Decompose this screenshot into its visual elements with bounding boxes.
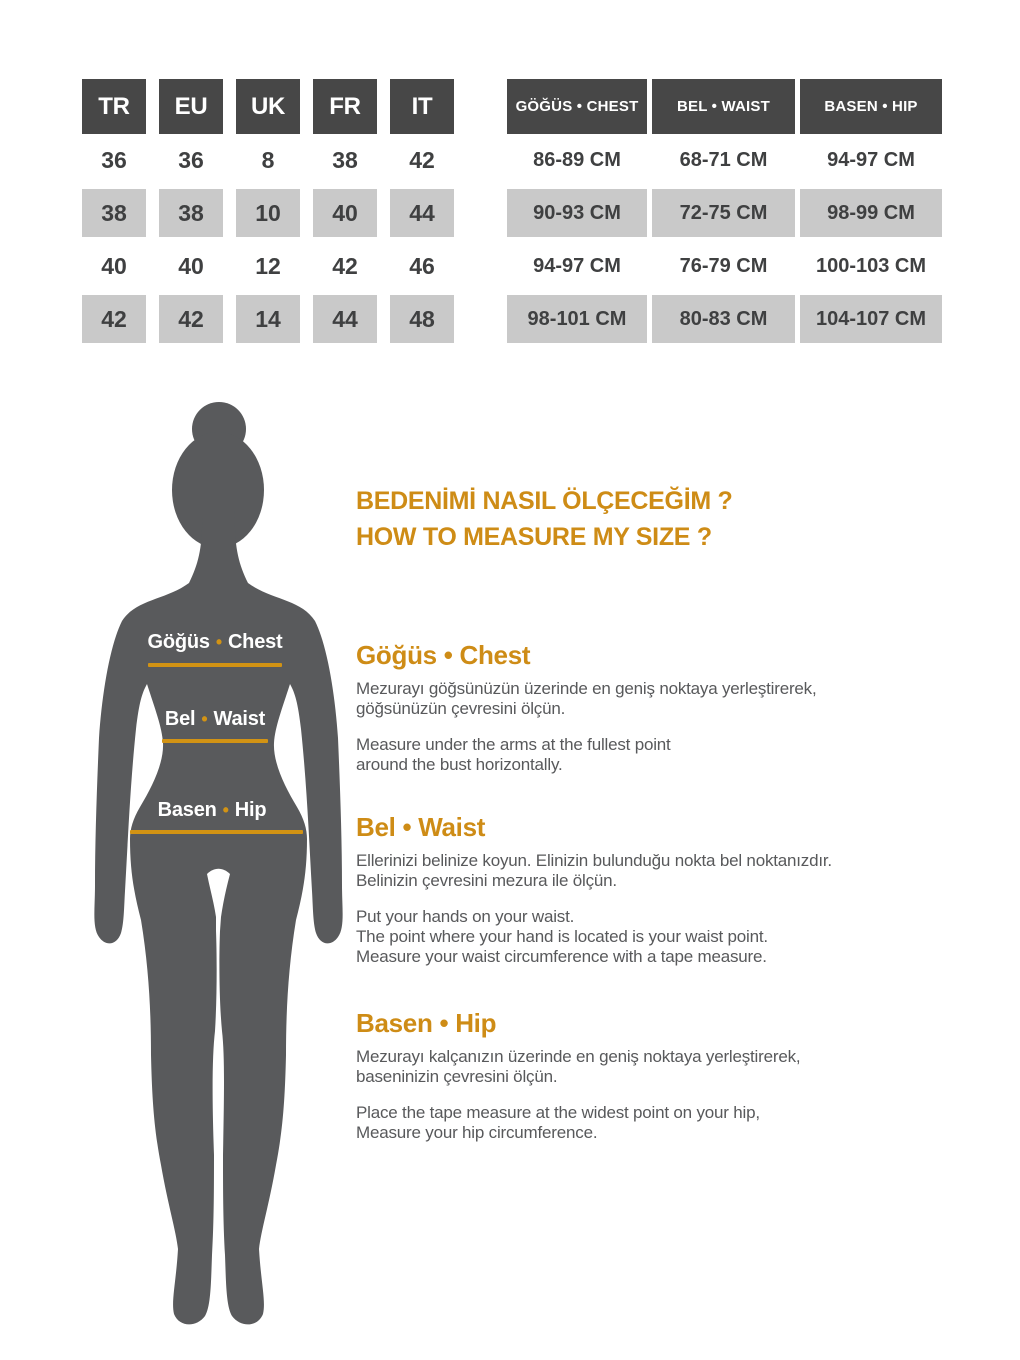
size-cell: 8	[261, 147, 275, 173]
size-cell: 14	[236, 293, 300, 346]
bullet-icon: •	[215, 632, 222, 652]
hip-figure-label: Basen • Hip	[132, 799, 292, 822]
text-line: göğsünüzün çevresini ölçün.	[356, 699, 566, 718]
column-header: IT	[390, 79, 454, 134]
chest-instructions-en: Measure under the arms at the fullest po…	[356, 735, 986, 775]
guide-title-en: HOW TO MEASURE MY SIZE ?	[356, 523, 712, 551]
hip-section: Basen • Hip Mezurayı kalçanızın üzerinde…	[356, 1008, 986, 1159]
female-silhouette-graphic	[94, 402, 343, 1325]
chest-measure-line	[148, 663, 282, 667]
chest-figure-label: Göğüs • Chest	[135, 631, 295, 654]
size-cell: 38	[159, 187, 223, 240]
measure-cell: 98-101 CM	[507, 293, 647, 346]
bullet-icon: •	[222, 800, 229, 820]
size-cell: 42	[159, 293, 223, 346]
waist-label-en: Waist	[213, 708, 266, 730]
hip-section-heading: Basen • Hip	[356, 1008, 497, 1038]
hip-label-en: Hip	[234, 799, 267, 821]
size-cell: 12	[255, 253, 281, 279]
text-line: Mezurayı göğsünüzün üzerinde en geniş no…	[356, 679, 817, 698]
measure-cell: 100-103 CM	[815, 255, 927, 277]
size-cell: 44	[313, 293, 377, 346]
column-header: EU	[159, 79, 223, 134]
size-cell: 46	[409, 253, 435, 279]
column-header: TR	[82, 79, 146, 134]
text-line: Measure your hip circumference.	[356, 1123, 598, 1142]
female-silhouette	[68, 393, 372, 1338]
measure-cell: 94-97 CM	[533, 255, 621, 277]
measure-cell: 98-99 CM	[800, 187, 942, 240]
measure-cell: 76-79 CM	[679, 255, 768, 277]
waist-instructions-en: Put your hands on your waist. The point …	[356, 907, 986, 967]
size-cell: 42	[82, 293, 146, 346]
text-line: Put your hands on your waist.	[356, 907, 575, 926]
measure-cell: 72-75 CM	[652, 187, 795, 240]
measurement-range-table: GÖĞÜS • CHEST BEL • WAIST BASEN • HIP 86-89…	[507, 79, 942, 346]
text-line: Ellerinizi belinize koyun. Elinizin bulu…	[356, 851, 832, 870]
column-header: FR	[313, 79, 377, 134]
text-line: baseninizin çevresini ölçün.	[356, 1067, 558, 1086]
size-cell: 38	[82, 187, 146, 240]
measure-cell: 94-97 CM	[827, 149, 915, 171]
size-cell: 36	[101, 147, 127, 173]
measure-cell: 68-71 CM	[679, 149, 768, 171]
guide-title-tr: BEDENİMİ NASIL ÖLÇECEĞİM ?	[356, 487, 733, 515]
measure-cell: 86-89 CM	[533, 149, 621, 171]
size-cell: 10	[236, 187, 300, 240]
size-cell: 40	[101, 253, 127, 279]
column-header: BEL • WAIST	[652, 79, 795, 134]
hip-label-tr: Basen	[157, 799, 217, 821]
chest-label-tr: Göğüs	[147, 631, 210, 653]
chest-instructions-tr: Mezurayı göğsünüzün üzerinde en geniş no…	[356, 679, 986, 719]
size-conversion-table: TR EU UK FR IT 36 36 8 38 42 38 38 10 40 44 40 40 12 42 46 4…	[82, 79, 454, 346]
chest-section-heading: Göğüs • Chest	[356, 640, 531, 670]
text-line: Measure under the arms at the fullest po…	[356, 735, 671, 754]
waist-measure-line	[162, 739, 268, 743]
head-shape	[172, 432, 264, 548]
column-header: UK	[236, 79, 300, 134]
column-header: BASEN • HIP	[800, 79, 942, 134]
waist-instructions-tr: Ellerinizi belinize koyun. Elinizin bulu…	[356, 851, 986, 891]
text-line: Mezurayı kalçanızın üzerinde en geniş no…	[356, 1047, 801, 1066]
size-cell: 42	[409, 147, 435, 173]
hip-instructions-en: Place the tape measure at the widest poi…	[356, 1103, 986, 1143]
size-cell: 48	[390, 293, 454, 346]
text-line: The point where your hand is located is …	[356, 927, 768, 946]
column-header: GÖĞÜS • CHEST	[507, 79, 647, 134]
waist-label-tr: Bel	[164, 708, 196, 730]
hip-instructions-tr: Mezurayı kalçanızın üzerinde en geniş no…	[356, 1047, 986, 1087]
text-line: Belinizin çevresini mezura ile ölçün.	[356, 871, 617, 890]
chest-label-en: Chest	[227, 631, 283, 653]
size-cell: 40	[313, 187, 377, 240]
measure-cell: 104-107 CM	[800, 293, 942, 346]
bullet-icon: •	[201, 709, 208, 729]
waist-section-heading: Bel • Waist	[356, 812, 486, 842]
chest-section: Göğüs • Chest Mezurayı göğsünüzün üzerin…	[356, 640, 986, 791]
size-cell: 38	[332, 147, 358, 173]
measure-cell: 80-83 CM	[652, 293, 795, 346]
text-line: Place the tape measure at the widest poi…	[356, 1103, 760, 1122]
guide-title: BEDENİMİ NASIL ÖLÇECEĞİM ? HOW TO MEASUR…	[356, 483, 986, 555]
size-cell: 44	[390, 187, 454, 240]
waist-figure-label: Bel • Waist	[135, 708, 295, 731]
waist-section: Bel • Waist Ellerinizi belinize koyun. E…	[356, 812, 986, 983]
text-line: Measure your waist circumference with a …	[356, 947, 767, 966]
size-cell: 42	[332, 253, 358, 279]
body-shape	[94, 511, 343, 1325]
size-cell: 40	[178, 253, 204, 279]
text-line: around the bust horizontally.	[356, 755, 563, 774]
measure-cell: 90-93 CM	[507, 187, 647, 240]
hip-measure-line	[130, 830, 303, 834]
size-cell: 36	[178, 147, 204, 173]
